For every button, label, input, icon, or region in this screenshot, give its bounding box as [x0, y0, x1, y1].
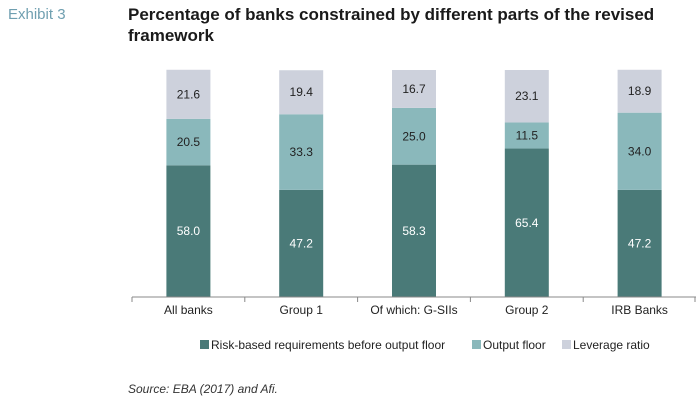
- x-tick-label: Group 1: [280, 303, 324, 317]
- legend-label: Output floor: [483, 338, 546, 352]
- data-label: 20.5: [177, 135, 201, 149]
- bar-segment: [392, 70, 436, 108]
- x-tick-label: Group 2: [505, 303, 549, 317]
- source-note: Source: EBA (2017) and Afi.: [128, 382, 278, 396]
- data-label: 33.3: [290, 145, 314, 159]
- x-tick-label: Of which: G-SIIs: [370, 303, 457, 317]
- data-label: 58.0: [177, 224, 201, 238]
- legend-swatch: [562, 340, 571, 349]
- bar-segment: [166, 165, 211, 297]
- legend-swatch: [472, 340, 481, 349]
- bar-segment: [279, 189, 324, 297]
- bar-segment: [617, 189, 662, 297]
- legend-label: Leverage ratio: [573, 338, 650, 352]
- data-label: 65.4: [515, 216, 539, 230]
- x-tick-label: All banks: [164, 303, 213, 317]
- data-label: 19.4: [290, 85, 314, 99]
- bar-segment: [392, 164, 436, 297]
- data-label: 23.1: [515, 89, 539, 103]
- data-label: 25.0: [402, 129, 426, 143]
- bar-segment: [392, 107, 436, 165]
- chart-title: Percentage of banks constrained by diffe…: [128, 5, 655, 45]
- bar-segment: [166, 69, 211, 119]
- bar-segment: [504, 70, 549, 123]
- legend-label: Risk-based requirements before output fl…: [211, 338, 445, 352]
- legend-swatch: [200, 340, 209, 349]
- data-label: 16.7: [402, 82, 426, 96]
- data-label: 47.2: [628, 236, 652, 250]
- exhibit-label: Exhibit 3: [8, 6, 66, 23]
- data-label: 34.0: [628, 144, 652, 158]
- data-label: 11.5: [516, 128, 539, 142]
- data-label: 47.2: [290, 236, 314, 250]
- bar-segment: [504, 122, 549, 149]
- bar-segment: [279, 114, 324, 190]
- bar-segment: [166, 118, 211, 166]
- data-label: 18.9: [628, 84, 652, 98]
- bar-segment: [504, 148, 549, 297]
- bar-segment: [617, 69, 662, 113]
- bar-segment: [617, 112, 662, 190]
- x-tick-label: IRB Banks: [611, 303, 668, 317]
- data-label: 21.6: [177, 87, 201, 101]
- bar-segment: [279, 70, 324, 115]
- data-label: 58.3: [402, 224, 426, 238]
